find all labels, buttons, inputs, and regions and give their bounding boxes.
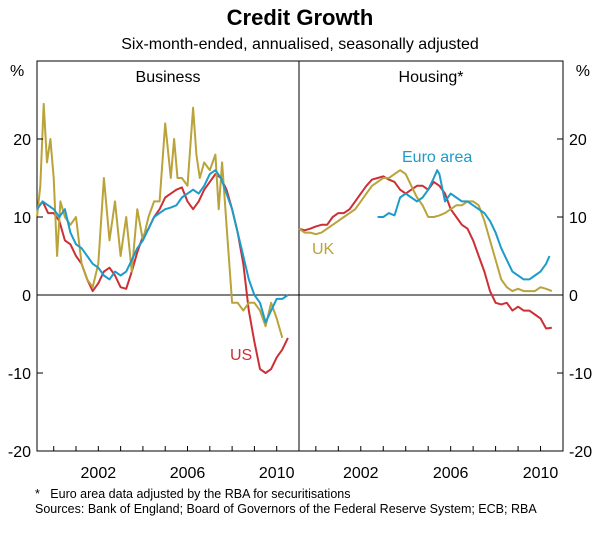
x-tick-label: 2006: [170, 465, 206, 482]
series-line-business-euroarea: [36, 169, 289, 324]
series-label: UK: [312, 241, 335, 258]
series-label: Euro area: [402, 149, 472, 166]
y-tick-label-left: 10: [13, 210, 31, 227]
y-tick-label-right: 10: [569, 210, 587, 227]
series-line-business-uk: [36, 102, 284, 339]
series-layer: [36, 102, 553, 374]
y-tick-label-left: 20: [13, 132, 31, 149]
footnote: * Euro area data adjusted by the RBA for…: [35, 487, 595, 502]
series-line-housing-us: [298, 175, 552, 330]
sources: Sources: Bank of England; Board of Gover…: [35, 502, 595, 517]
y-tick-label-right: -10: [569, 366, 592, 383]
series-line-housing-euroarea: [377, 169, 551, 281]
x-tick-label: 2006: [433, 465, 469, 482]
series-line-business-us: [36, 173, 289, 374]
chart-notes: * Euro area data adjusted by the RBA for…: [35, 487, 595, 517]
y-tick-label-left: -20: [8, 444, 31, 461]
footnote-marker: *: [35, 487, 40, 501]
chart-title: Credit Growth: [227, 5, 374, 30]
y-tick-label-right: 20: [569, 132, 587, 149]
footnote-text: Euro area data adjusted by the RBA for s…: [50, 487, 351, 501]
x-tick-label: 2010: [523, 465, 559, 482]
sources-text: Bank of England; Board of Governors of t…: [87, 502, 537, 516]
x-tick-label: 2002: [343, 465, 379, 482]
plot-frame: [36, 60, 564, 452]
y-axis-unit-right: %: [576, 63, 590, 80]
x-tick-label: 2002: [81, 465, 117, 482]
y-tick-label-left: 0: [22, 288, 31, 305]
x-tick-label: 2010: [259, 465, 295, 482]
sources-label: Sources:: [35, 502, 85, 516]
chart-subtitle: Six-month-ended, annualised, seasonally …: [121, 36, 479, 53]
y-tick-label-right: 0: [569, 288, 578, 305]
series-line-housing-uk: [298, 169, 553, 293]
panel-title: Business: [136, 69, 201, 86]
y-tick-label-left: -10: [8, 366, 31, 383]
y-axis-unit-left: %: [10, 63, 24, 80]
y-tick-label-right: -20: [569, 444, 592, 461]
series-label: US: [230, 347, 252, 364]
panel-title: Housing*: [399, 69, 464, 86]
credit-growth-chart: Credit Growth Six-month-ended, annualise…: [8, 5, 592, 482]
